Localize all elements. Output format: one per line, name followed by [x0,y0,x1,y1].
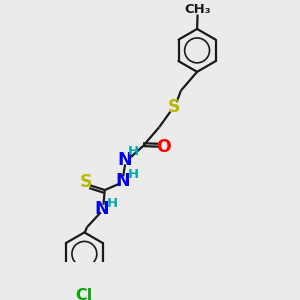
Text: N: N [116,172,130,190]
Text: N: N [118,151,133,169]
Text: O: O [156,138,170,156]
Text: H: H [128,168,139,182]
Text: S: S [80,173,92,191]
Text: H: H [128,146,139,158]
Text: N: N [95,200,110,218]
Text: CH₃: CH₃ [184,3,211,16]
Text: H: H [106,196,118,210]
Text: S: S [167,98,180,116]
Text: Cl: Cl [76,288,93,300]
